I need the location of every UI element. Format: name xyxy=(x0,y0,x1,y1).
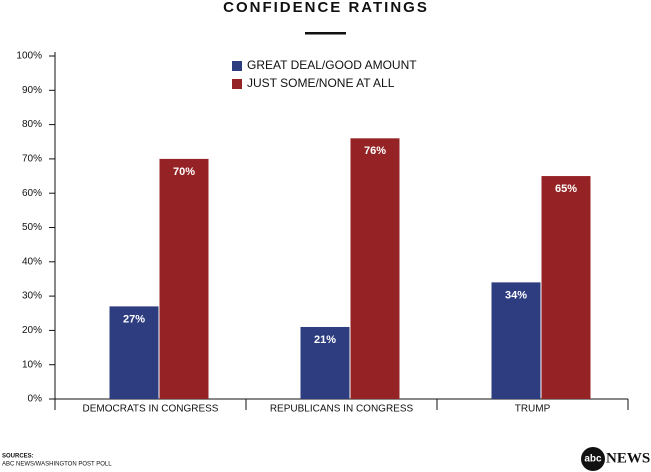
y-tick-label: 90% xyxy=(22,85,42,96)
logo-circle xyxy=(581,447,605,471)
y-tick-label: 60% xyxy=(22,188,42,199)
chart-title: CONFIDENCE RATINGS xyxy=(223,0,429,16)
y-tick-label: 70% xyxy=(22,154,42,165)
x-tick-label: REPUBLICANS IN CONGRESS xyxy=(270,404,414,415)
bar xyxy=(350,138,400,399)
value-label: 65% xyxy=(555,183,577,195)
y-tick-label: 30% xyxy=(22,291,42,302)
y-tick-label: 50% xyxy=(22,222,42,233)
x-tick-label: TRUMP xyxy=(515,404,551,415)
logo-mark: abc xyxy=(584,454,602,465)
source-label: SOURCES: xyxy=(2,454,34,460)
value-label: 34% xyxy=(505,289,527,301)
y-tick-label: 100% xyxy=(16,51,42,62)
legend-swatch xyxy=(232,79,242,89)
logo-name: NEWS xyxy=(606,450,650,466)
title-rule xyxy=(305,32,346,35)
y-tick-label: 10% xyxy=(22,359,42,370)
logo: abc NEWS xyxy=(581,447,650,471)
value-label: 70% xyxy=(173,166,195,178)
value-label: 21% xyxy=(314,334,336,346)
x-tick-label: DEMOCRATS IN CONGRESS xyxy=(83,404,219,415)
value-label: 76% xyxy=(364,145,386,157)
bar xyxy=(159,158,209,399)
bar xyxy=(300,326,350,399)
y-tick-label: 0% xyxy=(28,394,43,405)
bar xyxy=(491,282,541,399)
y-tick-label: 20% xyxy=(22,325,42,336)
bar xyxy=(541,176,591,399)
y-tick-label: 80% xyxy=(22,119,42,130)
bar xyxy=(109,306,159,399)
legend-swatch xyxy=(232,61,242,71)
legend-label: JUST SOME/NONE AT ALL xyxy=(247,76,395,90)
value-label: 27% xyxy=(123,313,145,325)
source: ABC NEWS/WASHINGTON POST POLL xyxy=(2,462,112,468)
y-tick-label: 40% xyxy=(22,256,42,267)
legend-label: GREAT DEAL/GOOD AMOUNT xyxy=(247,58,417,72)
